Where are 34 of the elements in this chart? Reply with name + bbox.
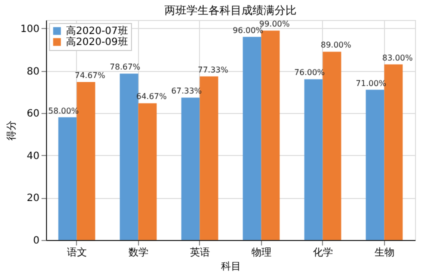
bar — [76, 82, 96, 240]
bar — [181, 98, 200, 240]
bar — [261, 30, 280, 240]
bar — [242, 36, 262, 240]
data-label: 74.67% — [74, 71, 106, 80]
bar — [120, 74, 138, 240]
bar — [366, 90, 384, 240]
y-tick-label: 40 — [26, 150, 40, 162]
bar — [304, 79, 323, 240]
data-label: 77.33% — [198, 65, 229, 74]
data-label: 89.00% — [320, 40, 352, 50]
bar — [138, 103, 157, 240]
y-tick-label: 80 — [26, 66, 40, 78]
y-tick-label: 60 — [26, 108, 40, 120]
y-tick-label: 100 — [20, 24, 40, 35]
bar — [200, 76, 218, 240]
y-tick-label: 0 — [33, 236, 40, 246]
data-label: 83.00% — [382, 53, 414, 62]
bar — [322, 52, 342, 240]
data-label: 78.67% — [110, 62, 141, 72]
bar — [58, 117, 77, 240]
x-tick-label: 化学 — [312, 246, 333, 258]
bar — [384, 64, 403, 240]
x-tick-label: 数学 — [128, 246, 148, 258]
x-tick-label: 语文 — [66, 246, 87, 258]
x-tick-label: 生物 — [374, 246, 394, 258]
x-tick-label: 物理 — [251, 248, 272, 258]
legend-label: 高2020-09班 — [66, 36, 128, 48]
x-axis-title: 科目 — [221, 260, 241, 272]
legend-label: 高2020-07班 — [66, 25, 128, 37]
y-axis-title: 得分 — [5, 120, 18, 140]
y-tick-label: 20 — [26, 193, 40, 204]
x-tick-label: 英语 — [190, 246, 210, 258]
chart-title: 两班学生各科目成绩满分比 — [164, 4, 296, 17]
